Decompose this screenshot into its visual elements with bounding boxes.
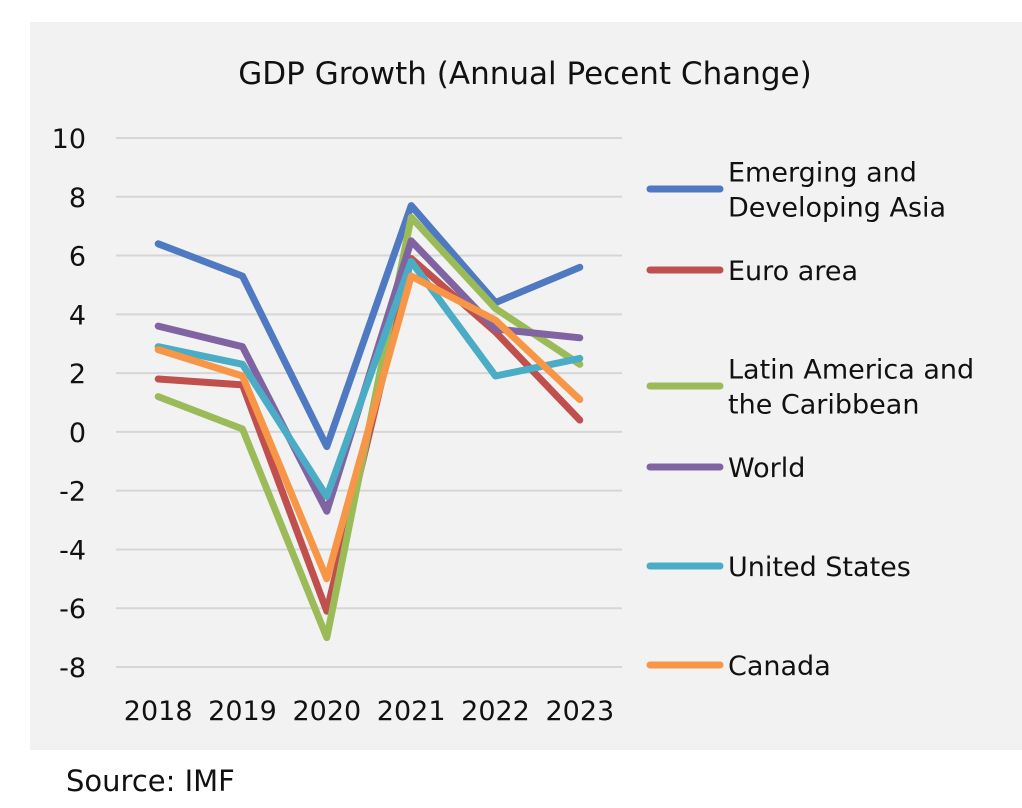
y-axis-ticks: 10 8 6 4 2 0 -2 -4 -6 -8 xyxy=(52,124,86,684)
x-tick-label: 2022 xyxy=(461,696,530,727)
x-tick-label: 2019 xyxy=(208,696,277,727)
chart-title: GDP Growth (Annual Pecent Change) xyxy=(238,56,811,92)
legend-entry-emerging-and-developing-asia: Emerging and Developing Asia xyxy=(646,158,946,224)
chart-panel xyxy=(30,22,1022,750)
y-tick-label: 0 xyxy=(69,418,86,449)
legend-label: World xyxy=(728,453,805,484)
y-tick-label: -6 xyxy=(59,594,86,625)
legend-label: Canada xyxy=(728,651,831,682)
legend-entry-united-states: United States xyxy=(646,552,911,583)
y-tick-label: 10 xyxy=(52,124,86,155)
y-tick-label: -4 xyxy=(59,535,86,566)
series-lines xyxy=(154,202,584,642)
legend-label: Euro area xyxy=(728,256,858,287)
gridlines xyxy=(116,137,622,668)
legend-label: United States xyxy=(728,552,911,583)
y-tick-label: 8 xyxy=(69,183,86,214)
legend-label: Developing Asia xyxy=(728,193,946,224)
legend-label: Emerging and xyxy=(728,158,917,189)
y-tick-label: 4 xyxy=(69,300,86,331)
legend-entry-canada: Canada xyxy=(646,651,831,682)
y-tick-label: 2 xyxy=(69,359,86,390)
x-tick-label: 2020 xyxy=(292,696,361,727)
legend-entry-world: World xyxy=(646,453,805,484)
y-tick-label: 6 xyxy=(69,242,86,273)
y-tick-label: -8 xyxy=(59,653,86,684)
series-line-emerging-and-developing-asia xyxy=(154,202,584,451)
legend-label: the Caribbean xyxy=(728,390,919,421)
legend: Emerging and Developing Asia Euro area Lati… xyxy=(646,158,974,682)
legend-label: Latin America and xyxy=(728,355,974,386)
y-tick-label: -2 xyxy=(59,477,86,508)
legend-entry-euro-area: Euro area xyxy=(646,256,858,287)
legend-entry-latin-america-and-the-caribbean: Latin America and the Caribbean xyxy=(646,355,974,421)
x-tick-label: 2018 xyxy=(124,696,193,727)
series-line-united-states xyxy=(154,257,584,500)
line-chart: GDP Growth (Annual Pecent Change) 10 8 6 4 2… xyxy=(52,56,974,727)
x-tick-label: 2021 xyxy=(377,696,446,727)
x-axis-ticks: 2018 2019 2020 2021 2022 2023 xyxy=(124,696,614,727)
x-tick-label: 2023 xyxy=(545,696,614,727)
source-note: Source: IMF xyxy=(66,764,235,798)
series-line-canada xyxy=(154,272,584,583)
